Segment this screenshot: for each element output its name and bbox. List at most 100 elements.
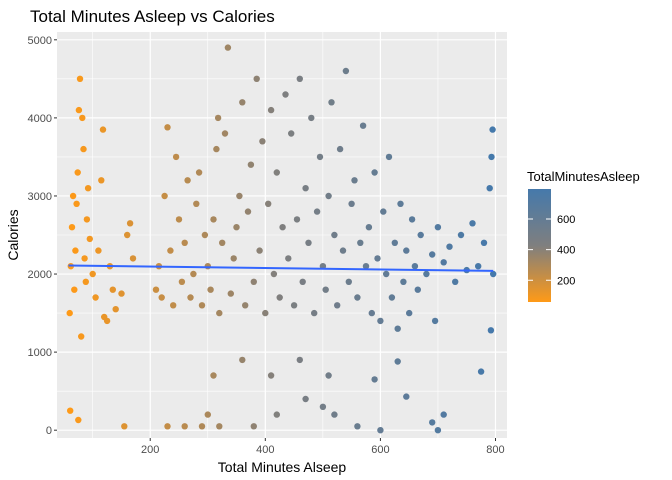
data-point — [201, 231, 209, 239]
x-axis-title: Total Minutes Alseep — [218, 459, 347, 475]
data-point — [224, 44, 232, 51]
data-point — [380, 208, 387, 215]
data-point — [354, 294, 361, 301]
data-point — [210, 372, 217, 379]
data-point — [267, 106, 275, 114]
data-point — [354, 423, 361, 430]
data-point — [475, 263, 482, 270]
data-point — [187, 294, 194, 301]
y-tick-label: 0 — [46, 425, 52, 437]
data-point — [391, 239, 398, 246]
data-point — [221, 130, 229, 137]
data-point — [334, 302, 341, 309]
data-point — [164, 124, 171, 131]
data-point — [256, 247, 263, 254]
data-point — [75, 106, 83, 114]
data-point — [216, 309, 223, 317]
color-legend: TotalMinutesAsleep 200 400 600 — [527, 169, 640, 302]
data-point — [181, 423, 188, 430]
data-point — [178, 278, 186, 285]
data-point — [250, 423, 257, 430]
data-point — [397, 200, 404, 207]
data-point — [313, 208, 321, 215]
data-point — [124, 231, 131, 239]
data-point — [99, 126, 107, 133]
data-point — [175, 216, 183, 223]
legend-colorbar — [528, 189, 551, 302]
data-point — [198, 302, 206, 309]
data-point — [429, 419, 436, 426]
data-point — [293, 216, 301, 223]
data-point — [262, 309, 269, 317]
data-point — [394, 358, 401, 365]
data-points — [66, 44, 497, 434]
data-point — [365, 224, 373, 231]
y-tick-label: 2000 — [28, 269, 52, 281]
data-point — [331, 231, 338, 239]
data-point — [394, 325, 401, 332]
data-point — [371, 169, 378, 176]
data-point — [351, 177, 358, 184]
data-point — [305, 239, 312, 246]
legend-tick-label: 600 — [557, 214, 575, 226]
data-point — [81, 255, 88, 262]
data-point — [348, 200, 355, 207]
data-point — [204, 411, 211, 418]
data-point — [250, 278, 257, 285]
data-point — [95, 247, 102, 254]
data-point — [457, 231, 465, 239]
data-point — [184, 177, 191, 184]
data-point — [316, 153, 324, 161]
data-point — [285, 255, 292, 262]
legend-tick-label: 400 — [557, 245, 575, 257]
data-point — [357, 239, 364, 246]
data-point — [216, 423, 223, 430]
data-point — [328, 99, 335, 106]
data-point — [383, 270, 390, 278]
data-point — [265, 200, 272, 207]
data-point — [368, 309, 375, 317]
data-point — [490, 270, 497, 278]
data-point — [152, 286, 160, 293]
data-point — [247, 161, 255, 168]
data-point — [486, 185, 493, 192]
data-point — [230, 255, 237, 262]
data-point — [83, 216, 91, 223]
x-tick-label: 800 — [486, 444, 504, 456]
data-point — [322, 286, 329, 293]
data-point — [164, 423, 171, 430]
data-point — [331, 411, 338, 418]
data-point — [325, 192, 332, 200]
data-point — [244, 208, 252, 215]
data-point — [214, 114, 222, 122]
data-point — [302, 185, 309, 192]
data-point — [207, 286, 214, 293]
data-point — [89, 270, 96, 278]
data-point — [408, 216, 416, 223]
data-point — [109, 286, 117, 293]
data-point — [423, 270, 430, 278]
data-point — [68, 224, 76, 231]
data-point — [403, 393, 410, 400]
data-point — [86, 235, 94, 243]
data-point — [434, 224, 442, 231]
trend-line — [68, 264, 494, 272]
data-point — [74, 169, 81, 176]
data-point — [417, 231, 424, 239]
data-point — [181, 239, 188, 246]
y-tick-label: 1000 — [28, 347, 52, 359]
data-point — [434, 427, 442, 434]
data-point — [195, 169, 203, 176]
data-point — [377, 427, 384, 434]
data-point — [233, 224, 240, 231]
data-point — [210, 216, 217, 223]
y-axis-title: Calories — [5, 209, 21, 260]
x-axis-ticks: 200 400 600 800 — [141, 438, 505, 456]
data-point — [311, 309, 318, 317]
data-point — [267, 372, 275, 379]
data-point — [290, 302, 298, 309]
data-point — [273, 411, 280, 418]
data-point — [80, 145, 87, 153]
data-point — [359, 122, 367, 129]
